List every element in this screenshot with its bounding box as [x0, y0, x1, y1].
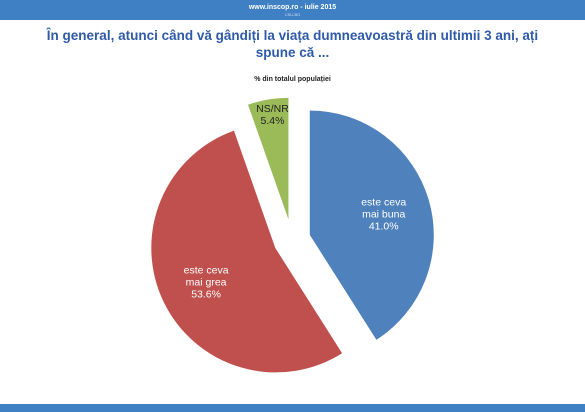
pie-label-line: mai grea	[186, 277, 227, 289]
chart-subtitle: % din totalul populației	[254, 76, 331, 83]
pie-label-line: este ceva	[184, 265, 229, 277]
source-text: www.inscop.ro - iulie 2015	[248, 3, 337, 11]
pie-label-line: 41.0%	[369, 220, 399, 232]
question-title: În general, atunci când vă gândiți la vi…	[46, 28, 539, 60]
pie-label-line: 5.4%	[261, 115, 285, 127]
pie-label-1: este ceva mai buna 41.0%	[361, 196, 406, 232]
pie-label-line: NS/NR	[256, 103, 289, 115]
bottom-bar	[0, 404, 585, 412]
pie-slice-2	[150, 129, 344, 374]
top-bar: www.inscop.ro - iulie 2015 CSU-BG	[0, 0, 585, 20]
pie-label-line: mai buna	[362, 208, 405, 220]
header-tiny-text: CSU-BG	[284, 11, 301, 17]
pie-slice-3	[246, 96, 290, 223]
pie-slice-1	[308, 109, 435, 342]
pie-label-line: este ceva	[361, 196, 406, 208]
pie-label-3: NS/NR 5.4%	[256, 103, 289, 127]
pie-label-2: este ceva mai grea 53.6%	[184, 265, 229, 301]
pie-slices	[150, 96, 435, 374]
pie-label-line: 53.6%	[191, 289, 221, 301]
pie-labels: este ceva mai buna 41.0%este ceva mai grea 5…	[184, 103, 407, 301]
